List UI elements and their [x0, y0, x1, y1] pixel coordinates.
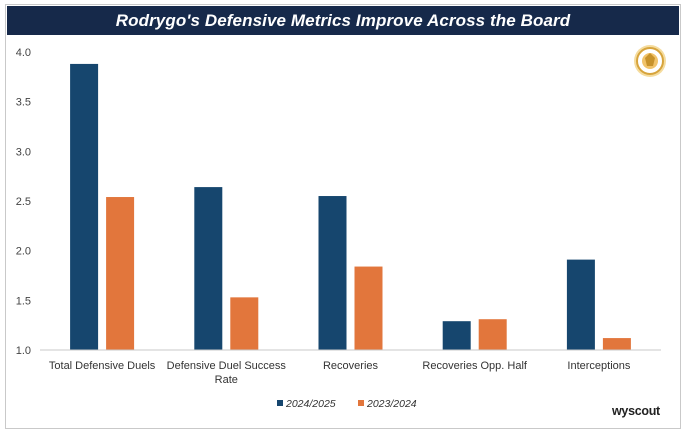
crest-logo-icon [634, 45, 666, 77]
bars-group [70, 63, 631, 351]
y-tick-label: 2.5 [16, 196, 31, 208]
legend-label: 2023/2024 [366, 398, 417, 410]
x-category-label: Total Defensive Duels [49, 360, 156, 372]
y-tick-label: 3.5 [16, 97, 31, 109]
wyscout-watermark: wyscout [612, 404, 660, 418]
bar-2024-2025 [194, 187, 223, 350]
y-tick-label: 1.0 [16, 345, 31, 357]
y-tick-label: 4.0 [16, 47, 31, 59]
x-category-label: Recoveries Opp. Half [422, 360, 527, 372]
legend: 2024/2025 2023/2024 [277, 398, 417, 410]
chart-title: Rodrygo's Defensive Metrics Improve Acro… [115, 10, 571, 30]
bar-2023-2024 [602, 338, 631, 350]
y-axis: 1.0 1.5 2.0 2.5 3.0 3.5 4.0 [16, 47, 31, 357]
legend-swatch [358, 400, 364, 406]
y-tick-label: 1.5 [16, 295, 31, 307]
x-category-label: Recoveries [323, 360, 379, 372]
bar-2024-2025 [318, 196, 347, 350]
bar-2023-2024 [106, 197, 135, 350]
legend-label: 2024/2025 [285, 398, 336, 410]
x-category-label: Interceptions [567, 360, 630, 372]
bar-2024-2025 [70, 63, 99, 351]
x-axis: Total Defensive Duels Defensive Duel Succ… [49, 360, 631, 386]
title-bar: Rodrygo's Defensive Metrics Improve Acro… [7, 6, 679, 35]
legend-swatch [277, 400, 283, 406]
y-tick-label: 3.0 [16, 146, 31, 158]
bar-2023-2024 [230, 297, 259, 350]
bar-2023-2024 [354, 266, 383, 350]
x-category-label: Defensive Duel Success Rate [167, 360, 287, 386]
bar-2023-2024 [478, 319, 507, 350]
bar-2024-2025 [566, 259, 595, 350]
bar-2024-2025 [442, 321, 471, 350]
y-tick-label: 2.0 [16, 246, 31, 258]
